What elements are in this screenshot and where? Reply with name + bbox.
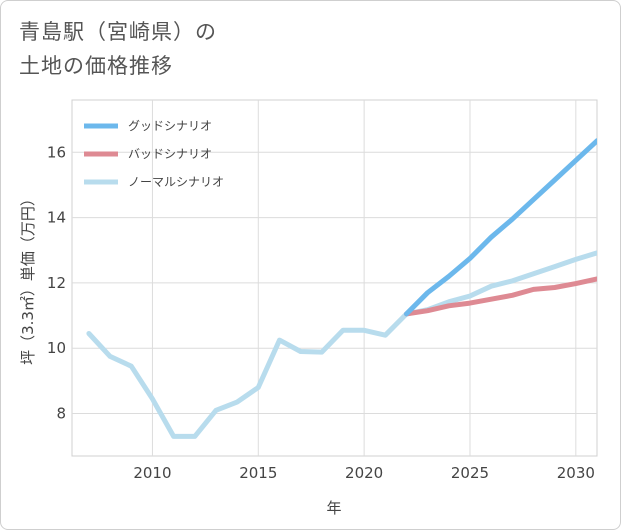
- y-tick-label: 14: [47, 209, 66, 227]
- x-tick-label: 2010: [133, 464, 171, 482]
- x-tick-label: 2025: [451, 464, 489, 482]
- series-line-0: [404, 138, 597, 317]
- legend-label: バッドシナリオ: [128, 147, 212, 161]
- x-tick-label: 2030: [557, 464, 595, 482]
- x-axis-title: 年: [326, 499, 341, 517]
- legend-label: ノーマルシナリオ: [128, 175, 224, 189]
- series-lines: [86, 138, 597, 439]
- chart-title-line2: 土地の価格推移: [19, 54, 173, 78]
- y-tick-label: 8: [56, 405, 66, 423]
- y-tick-label: 12: [47, 274, 66, 292]
- y-tick-label: 10: [47, 339, 66, 357]
- y-axis-ticks: 8 10 12 14 16: [47, 143, 66, 422]
- x-tick-label: 2020: [345, 464, 383, 482]
- x-axis-ticks: 2010 2015 2020 2025 2030: [133, 464, 595, 482]
- series-line-2: [86, 250, 597, 439]
- series-line-1: [404, 276, 597, 317]
- y-tick-label: 16: [47, 143, 66, 161]
- chart-title: 青島駅（宮崎県）の 土地の価格推移: [19, 15, 419, 83]
- x-tick-label: 2015: [239, 464, 277, 482]
- legend-label: グッドシナリオ: [128, 119, 212, 133]
- y-axis-title: 坪（3.3㎡）単価（万円）: [19, 191, 37, 365]
- chart-title-line1: 青島駅（宮崎県）の: [19, 20, 217, 44]
